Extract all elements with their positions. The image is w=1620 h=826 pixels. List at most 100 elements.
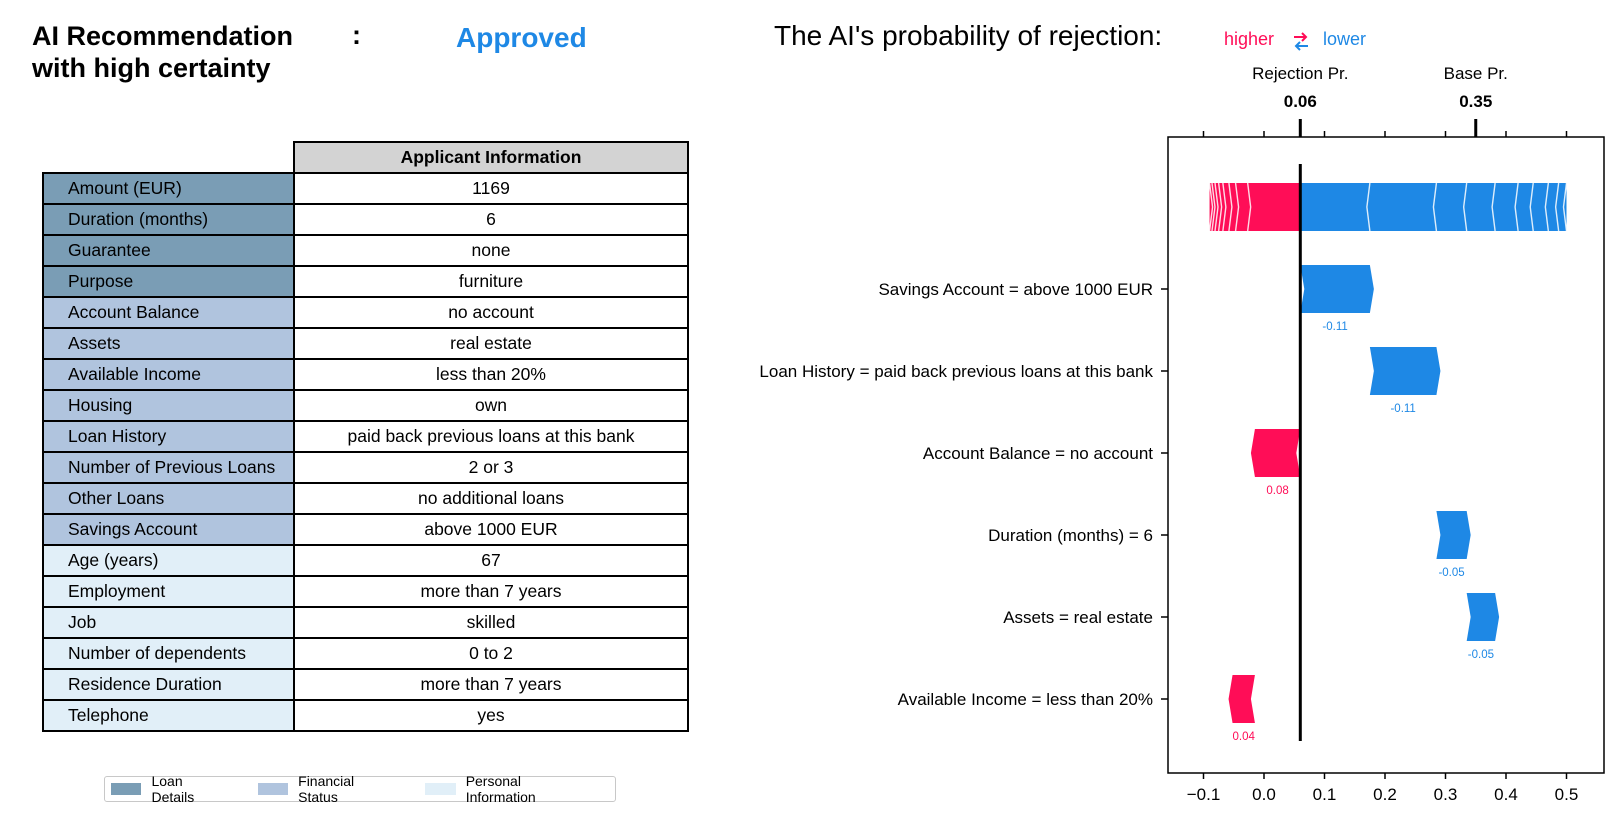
table-row: Assets real estate <box>42 327 689 360</box>
row-value: more than 7 years <box>293 668 689 701</box>
row-value: 1169 <box>293 172 689 205</box>
applicant-table: Applicant Information Amount (EUR) 1169 Du… <box>42 141 689 732</box>
summary-divider-lower <box>1462 182 1468 232</box>
table-row: Number of Previous Loans 2 or 3 <box>42 451 689 484</box>
row-label: Available Income <box>42 358 295 391</box>
table-row: Amount (EUR) 1169 <box>42 172 689 205</box>
recommendation-title-line2: with high certainty <box>32 53 271 83</box>
row-value: no account <box>293 296 689 329</box>
base-pr-label: Base Pr. <box>1444 64 1508 83</box>
plot-frame <box>1167 136 1605 774</box>
feature-bar <box>1228 675 1255 723</box>
summary-divider-lower <box>1366 182 1371 232</box>
row-value: 0 to 2 <box>293 637 689 670</box>
row-value: 6 <box>293 203 689 236</box>
rejection-pr-label: Rejection Pr. <box>1252 64 1348 83</box>
feature-effect-label: 0.04 <box>1233 731 1256 743</box>
recommendation-status: Approved <box>456 22 587 53</box>
recommendation-title: AI Recommendation with high certainty <box>32 20 293 84</box>
base-pr-value: 0.35 <box>1459 92 1492 111</box>
feature-label: Assets = real estate <box>1003 608 1153 627</box>
row-value: furniture <box>293 265 689 298</box>
x-tick-label: 0.1 <box>1313 785 1337 804</box>
probability-title: The AI's probability of rejection: <box>774 20 1163 51</box>
summary-divider-higher <box>1211 182 1216 232</box>
summary-divider-lower <box>1562 182 1568 232</box>
title-colon: : <box>352 20 361 50</box>
summary-divider-higher <box>1208 182 1214 232</box>
row-label: Amount (EUR) <box>42 172 295 205</box>
row-value: paid back previous loans at this bank <box>293 420 689 453</box>
feature-label: Available Income = less than 20% <box>898 690 1153 709</box>
recommendation-title-line1: AI Recommendation <box>32 21 294 51</box>
feature-bar <box>1466 593 1500 641</box>
summary-divider-lower <box>1491 182 1496 232</box>
table-row: Other Loans no additional loans <box>42 482 689 515</box>
table-row: Loan History paid back previous loans at … <box>42 420 689 453</box>
legend-swatch-financial <box>257 783 289 795</box>
row-value: no additional loans <box>293 482 689 515</box>
summary-divider-higher <box>1217 182 1223 232</box>
summary-divider-lower <box>1432 182 1438 232</box>
legend-item-loan: Loan Details <box>105 773 226 805</box>
row-value: above 1000 EUR <box>293 513 689 546</box>
table-row: Guarantee none <box>42 234 689 267</box>
legend-item-financial: Financial Status <box>252 773 394 805</box>
summary-divider-lower <box>1514 182 1519 232</box>
row-label: Number of dependents <box>42 637 295 670</box>
x-tick-label: 0.3 <box>1434 785 1458 804</box>
row-value: 67 <box>293 544 689 577</box>
table-row: Residence Duration more than 7 years <box>42 668 689 701</box>
summary-divider-lower <box>1544 182 1550 232</box>
summary-divider-higher <box>1222 182 1227 232</box>
summary-divider-higher <box>1234 182 1240 232</box>
row-value: 2 or 3 <box>293 451 689 484</box>
feature-label: Duration (months) = 6 <box>988 526 1153 545</box>
summary-bar-higher <box>1209 183 1301 231</box>
table-row: Age (years) 67 <box>42 544 689 577</box>
feature-effect-label: -0.05 <box>1438 567 1464 579</box>
legend-label-personal: Personal Information <box>465 773 536 805</box>
table-row: Housing own <box>42 389 689 422</box>
legend-swatch-personal <box>425 783 456 795</box>
legend-label-financial: Financial Status <box>298 773 355 805</box>
x-tick-label: 0.4 <box>1494 785 1518 804</box>
feature-bar <box>1250 429 1301 477</box>
table-row: Number of dependents 0 to 2 <box>42 637 689 670</box>
row-value: skilled <box>293 606 689 639</box>
feature-bar <box>1300 265 1374 313</box>
table-row: Savings Account above 1000 EUR <box>42 513 689 546</box>
table-header: Applicant Information <box>293 141 689 174</box>
feature-label: Loan History = paid back previous loans … <box>759 362 1153 381</box>
row-value: less than 20% <box>293 358 689 391</box>
table-legend: Loan Details Financial Status Personal I… <box>104 773 616 805</box>
legend-swatch-loan <box>111 783 142 795</box>
row-label: Telephone <box>42 699 295 732</box>
row-label: Account Balance <box>42 296 295 329</box>
row-label: Residence Duration <box>42 668 295 701</box>
row-value: own <box>293 389 689 422</box>
feature-label: Savings Account = above 1000 EUR <box>878 280 1153 299</box>
table-row: Account Balance no account <box>42 296 689 329</box>
table-row: Employment more than 7 years <box>42 575 689 608</box>
summary-divider-lower <box>1554 182 1560 232</box>
row-label: Housing <box>42 389 295 422</box>
summary-divider-lower <box>1529 182 1534 232</box>
table-row: Job skilled <box>42 606 689 639</box>
x-tick-label: 0.0 <box>1252 785 1276 804</box>
row-label: Job <box>42 606 295 639</box>
row-label: Number of Previous Loans <box>42 451 295 484</box>
row-label: Loan History <box>42 420 295 453</box>
feature-effect-label: 0.08 <box>1266 485 1288 497</box>
swap-arrows-icon <box>1294 32 1308 51</box>
row-label: Employment <box>42 575 295 608</box>
table-row: Duration (months) 6 <box>42 203 689 236</box>
feature-bar <box>1436 511 1471 559</box>
summary-divider-higher <box>1246 182 1252 232</box>
row-label: Other Loans <box>42 482 295 515</box>
feature-bar <box>1369 347 1441 395</box>
rejection-pr-value: 0.06 <box>1284 92 1317 111</box>
row-value: more than 7 years <box>293 575 689 608</box>
row-label: Purpose <box>42 265 295 298</box>
